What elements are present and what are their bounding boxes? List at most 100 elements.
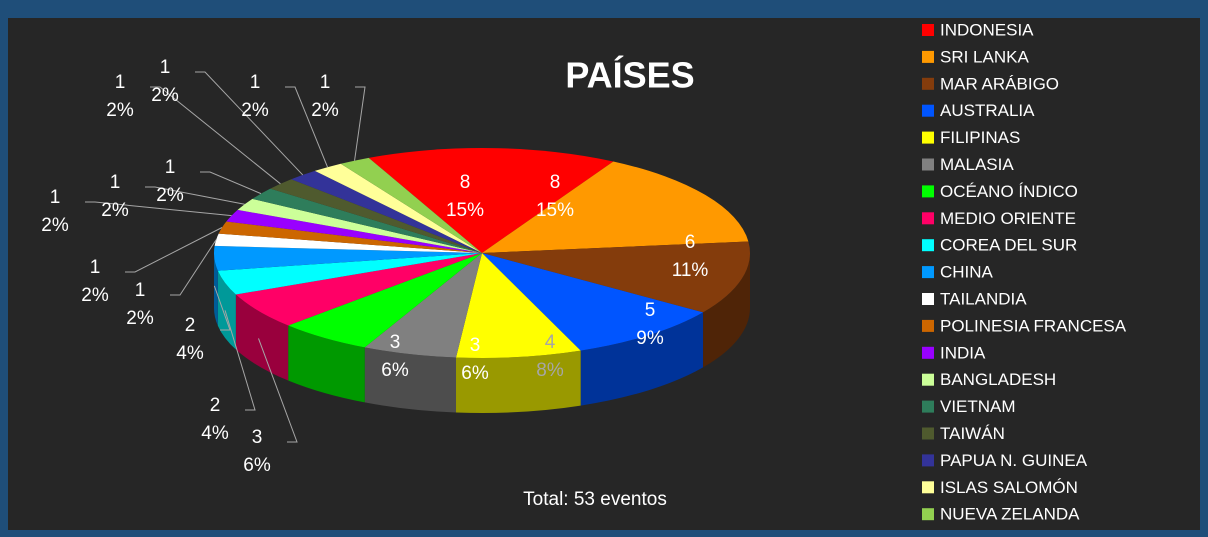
- data-label: 3: [470, 335, 481, 356]
- data-label: 5: [645, 300, 656, 321]
- legend-label: TAIWÁN: [940, 424, 1005, 443]
- legend-swatch: [922, 454, 934, 467]
- data-label: 1: [165, 157, 176, 178]
- legend-swatch: [922, 508, 934, 521]
- legend-label: VIETNAM: [940, 397, 1016, 416]
- legend-label: ISLAS SALOMÓN: [940, 478, 1078, 497]
- slice: [288, 253, 482, 348]
- legend-label: INDONESIA: [940, 20, 1034, 39]
- data-label: 6: [685, 232, 696, 253]
- data-label-percent: 8%: [536, 360, 564, 381]
- data-label-percent: 11%: [672, 260, 709, 281]
- legend-label: NUEVA ZELANDA: [940, 505, 1080, 524]
- legend-label: PAPUA N. GUINEA: [940, 451, 1088, 470]
- legend-label: SRI LANKA: [940, 47, 1029, 66]
- slice-side: [364, 347, 457, 413]
- slice: [270, 179, 482, 253]
- data-label: 4: [545, 332, 556, 353]
- legend-swatch: [922, 50, 934, 63]
- legend-label: MEDIO ORIENTE: [940, 209, 1076, 228]
- data-label: 2: [210, 395, 221, 416]
- data-label-percent: 2%: [156, 185, 184, 206]
- leader-line: [85, 201, 232, 217]
- slice-side: [580, 312, 704, 406]
- leader-line: [145, 186, 245, 205]
- legend-label: MAR ARÁBIGO: [940, 74, 1059, 93]
- data-label-percent: 2%: [101, 200, 129, 221]
- slice: [218, 221, 482, 253]
- leader-line: [258, 338, 298, 443]
- legend-label: POLINESIA FRANCESA: [940, 316, 1127, 335]
- data-label-percent: 6%: [243, 455, 271, 476]
- data-label-percent: 15%: [446, 200, 484, 221]
- slice: [482, 253, 704, 351]
- leader-line: [285, 86, 329, 168]
- data-label-percent: 6%: [461, 363, 489, 384]
- data-label: 1: [250, 72, 261, 93]
- slice-side: [703, 253, 750, 368]
- data-label: 1: [110, 172, 121, 193]
- legend-swatch: [922, 185, 934, 198]
- legend-label: MALASIA: [940, 155, 1014, 174]
- data-label: 1: [320, 72, 331, 93]
- data-label: 8: [550, 172, 561, 193]
- legend-label: AUSTRALIA: [940, 101, 1035, 120]
- slice: [237, 198, 482, 253]
- legend-swatch: [922, 481, 934, 494]
- legend-label: FILIPINAS: [940, 128, 1020, 147]
- data-label-percent: 2%: [81, 285, 109, 306]
- slice: [340, 157, 482, 253]
- data-label-percent: 4%: [176, 343, 204, 364]
- data-label: 1: [135, 280, 146, 301]
- legend-label: TAILANDIA: [940, 289, 1027, 308]
- slice: [482, 161, 749, 253]
- legend-swatch: [922, 266, 934, 279]
- data-label-percent: 6%: [381, 360, 409, 381]
- legend-label: BANGLADESH: [940, 370, 1056, 389]
- slice: [213, 245, 482, 271]
- legend-label: COREA DEL SUR: [940, 236, 1077, 255]
- legend-swatch: [922, 77, 934, 90]
- slice-side: [235, 294, 289, 381]
- legend-swatch: [922, 158, 934, 171]
- data-label: 1: [50, 187, 61, 208]
- chart-title: PAÍSES: [565, 55, 694, 96]
- legend-swatch: [922, 346, 934, 359]
- data-label: 2: [185, 315, 196, 336]
- data-label: 1: [160, 57, 171, 78]
- data-label-percent: 4%: [201, 423, 229, 444]
- slice: [252, 188, 482, 253]
- legend-swatch: [922, 131, 934, 144]
- slice: [217, 253, 483, 295]
- slice: [364, 253, 482, 358]
- legend-swatch: [922, 373, 934, 386]
- legend-label: OCÉANO ÍNDICO: [940, 182, 1078, 201]
- legend-swatch: [922, 24, 934, 36]
- leader-line: [125, 227, 223, 273]
- slice: [291, 170, 482, 253]
- data-label: 1: [115, 72, 126, 93]
- data-label-percent: 2%: [41, 215, 69, 236]
- legend-swatch: [922, 239, 934, 252]
- legend-swatch: [922, 400, 934, 413]
- legend-swatch: [922, 212, 934, 225]
- data-label-percent: 2%: [151, 85, 179, 106]
- leader-line: [224, 310, 256, 411]
- slice: [456, 253, 581, 358]
- legend-swatch: [922, 427, 934, 440]
- slice: [368, 148, 614, 253]
- legend-swatch: [922, 104, 934, 117]
- leader-line: [354, 86, 366, 161]
- slice: [482, 241, 750, 313]
- annotation: Total: 53 eventos: [523, 489, 667, 510]
- data-label-percent: 2%: [241, 100, 269, 121]
- leader-line: [213, 285, 231, 331]
- data-label: 8: [460, 172, 471, 193]
- data-label-percent: 2%: [311, 100, 339, 121]
- slice: [314, 163, 482, 253]
- legend-label: INDIA: [940, 343, 986, 362]
- slice: [235, 253, 482, 326]
- data-label-percent: 2%: [106, 100, 134, 121]
- data-label-percent: 2%: [126, 308, 154, 329]
